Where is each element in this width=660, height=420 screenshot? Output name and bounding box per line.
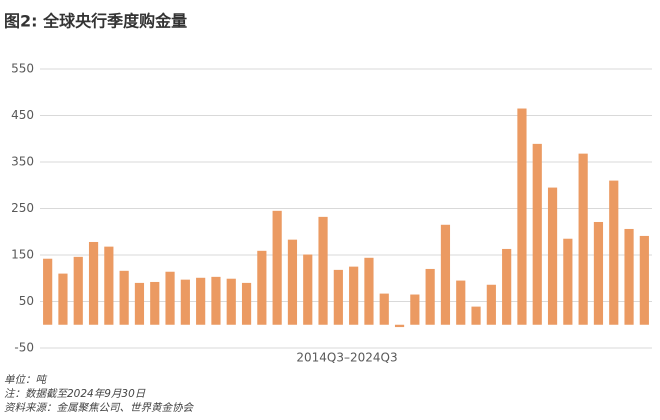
bar [624,228,634,325]
bar [471,306,481,325]
y-tick-label: 350 [11,155,34,169]
bar [425,268,435,325]
bar [226,278,236,325]
note: 注：数据截至2024年9月30日 [4,388,146,400]
bar [578,153,588,325]
bar [379,293,389,325]
note: 单位：吨 [4,374,47,386]
y-tick-label: 150 [11,248,34,262]
bar [165,271,175,325]
bar [241,282,252,325]
bar [150,281,160,325]
bar [104,246,114,325]
x-axis-label: 2014Q3–2024Q3 [296,351,397,365]
bar [410,294,420,325]
bar [43,258,53,325]
bar [257,250,267,325]
bar [486,284,496,325]
y-tick-label: 50 [19,294,34,308]
bar [58,273,68,325]
bar [272,210,282,325]
bar [88,241,99,325]
y-tick-label: 450 [11,108,34,122]
bar [532,143,542,325]
bar [609,180,619,325]
bar [333,269,343,325]
bar [287,239,298,325]
chart-title: 图2: 全球央行季度购金量 [4,12,187,31]
bar [119,270,129,325]
bar [456,280,466,325]
bar [196,277,206,325]
bar [73,256,83,325]
bar [502,248,512,325]
bar [349,266,359,325]
bar [563,238,573,325]
bar [211,276,221,325]
bar [593,221,604,325]
bar [303,254,313,325]
bar [547,187,558,325]
bar [639,235,649,325]
bar [440,224,451,325]
y-tick-label: -50 [14,341,34,355]
bar [517,108,527,325]
bar [180,279,190,325]
y-tick-label: 250 [11,201,34,215]
bar [364,257,374,325]
bar [394,324,405,328]
bar [318,216,328,325]
y-tick-label: 550 [11,62,34,76]
bar [134,282,145,325]
note: 资料来源：金属聚焦公司、世界黄金协会 [4,402,194,414]
